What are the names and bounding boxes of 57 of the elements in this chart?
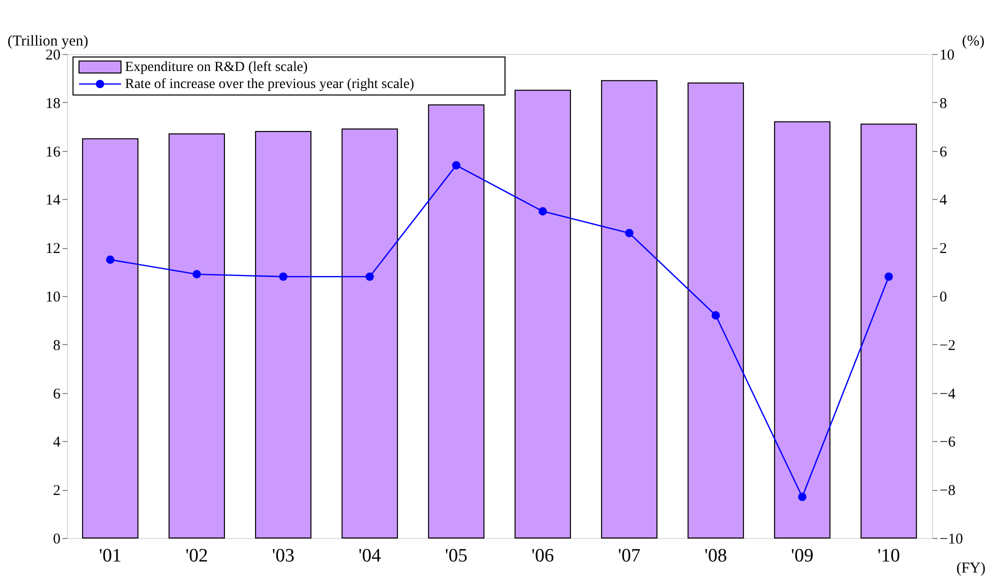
y2-tick-label: 8 bbox=[940, 96, 947, 112]
x-tick-label: '03 bbox=[272, 546, 294, 566]
bar bbox=[601, 80, 658, 538]
x-axis-title: (FY) bbox=[956, 560, 986, 576]
point bbox=[192, 270, 201, 278]
point bbox=[798, 492, 806, 502]
y-tick-label: 20 bbox=[46, 48, 60, 64]
y2-axis-title: (%) bbox=[962, 34, 984, 50]
y2-tick-label: 4 bbox=[940, 192, 948, 209]
bar bbox=[82, 138, 138, 538]
y2-tick-label: 2 bbox=[940, 241, 947, 258]
x-tick-label: '07 bbox=[618, 546, 640, 566]
x-tick-label: '01 bbox=[99, 546, 122, 566]
bar bbox=[860, 124, 917, 538]
bar bbox=[342, 128, 398, 538]
x-tick-label: '05 bbox=[445, 546, 468, 566]
y-tick-label: 10 bbox=[46, 290, 60, 306]
bar bbox=[168, 133, 225, 538]
y-tick-label: 2 bbox=[53, 483, 60, 500]
x-tick-label: '08 bbox=[704, 546, 727, 566]
point bbox=[538, 207, 547, 216]
bar bbox=[774, 121, 830, 538]
y2-tick-label: −2 bbox=[940, 338, 956, 354]
y2-tick-label: −6 bbox=[940, 434, 956, 451]
y2-tick-label: −8 bbox=[940, 483, 956, 500]
point bbox=[625, 228, 634, 238]
point bbox=[712, 311, 720, 320]
x-tick-label: '06 bbox=[532, 546, 554, 566]
bar bbox=[255, 130, 312, 538]
y2-tick-label: −4 bbox=[940, 386, 956, 402]
x-tick-label: '02 bbox=[186, 546, 208, 566]
bar bbox=[688, 82, 744, 538]
y-tick-label: 16 bbox=[46, 144, 61, 160]
y-tick-label: 18 bbox=[46, 96, 60, 112]
point bbox=[452, 161, 460, 170]
x-tick-label: '09 bbox=[791, 546, 814, 566]
y-axis-title: (Trillion yen) bbox=[8, 34, 88, 50]
point bbox=[279, 272, 288, 281]
y2-tick-label: 10 bbox=[940, 48, 954, 64]
y2-tick-label: 0 bbox=[940, 290, 947, 306]
x-tick-label: '04 bbox=[358, 546, 382, 566]
bar bbox=[428, 104, 484, 538]
y-tick-label: 6 bbox=[53, 386, 61, 402]
legend-label: Rate of increase over the previous year (right scale) bbox=[125, 77, 415, 92]
y-tick-label: 8 bbox=[53, 338, 60, 354]
y-tick-label: 4 bbox=[53, 434, 61, 451]
y-tick-label: 12 bbox=[46, 241, 60, 258]
point bbox=[884, 272, 893, 281]
y-tick-label: 14 bbox=[46, 192, 61, 209]
bar bbox=[514, 90, 571, 538]
x-tick-label: '10 bbox=[878, 546, 900, 566]
point bbox=[366, 272, 374, 281]
y2-tick-label: 6 bbox=[940, 144, 948, 160]
y-tick-label: 0 bbox=[53, 532, 60, 548]
point bbox=[106, 256, 114, 264]
legend-label: Expenditure on R&D (left scale) bbox=[125, 60, 308, 75]
y2-tick-label: −10 bbox=[940, 532, 963, 548]
